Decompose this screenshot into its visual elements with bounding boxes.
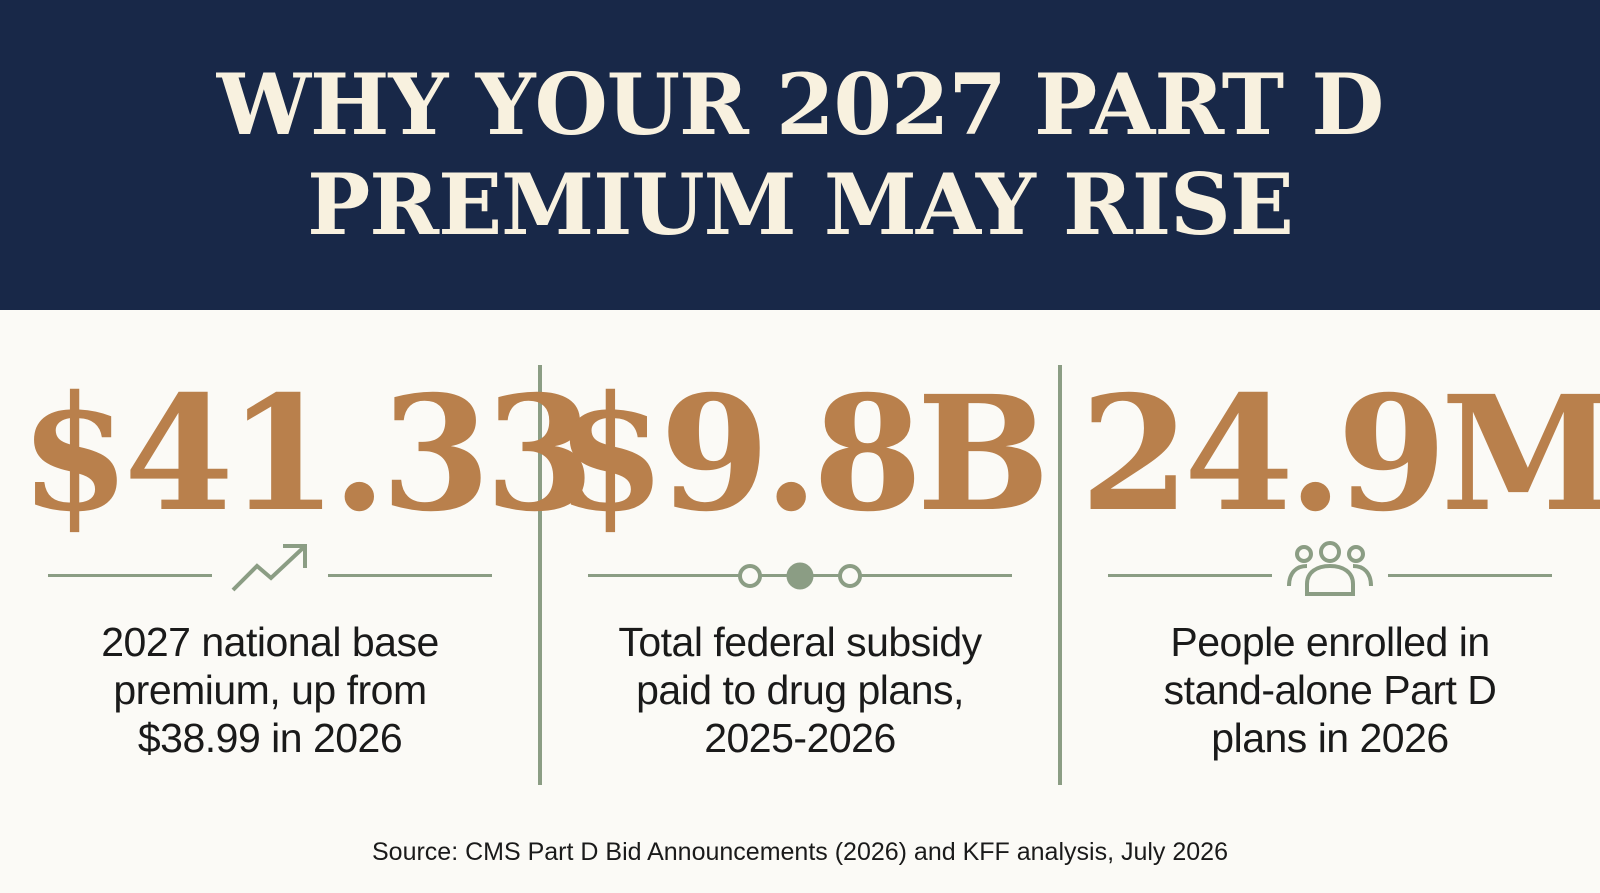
stat-description-line: premium, up from: [113, 667, 427, 713]
rule-right: [328, 574, 492, 577]
rule-left: [1108, 574, 1272, 577]
rule-left: [48, 574, 212, 577]
stat-value: $41.33: [20, 362, 595, 547]
rule-right: [1388, 574, 1552, 577]
stat-description-line: paid to drug plans,: [636, 667, 964, 713]
stat-description: Total federal subsidy paid to drug plans…: [550, 618, 1050, 762]
stat-description: People enrolled in stand-alone Part D pl…: [1080, 618, 1580, 762]
column-divider-1: [538, 365, 542, 785]
stat-federal-subsidy: $9.8B Total federal subsidy paid to drug…: [550, 360, 1050, 780]
trending-up-icon: [231, 544, 307, 592]
stat-description: 2027 national base premium, up from $38.…: [20, 618, 520, 762]
stat-description-line: 2027 national base: [101, 619, 439, 665]
timeline-dots-icon: [738, 562, 862, 590]
stat-description-line: Total federal subsidy: [618, 619, 982, 665]
stat-value: 24.9M: [1080, 362, 1600, 547]
stat-description-line: stand-alone Part D: [1163, 667, 1497, 713]
stat-description-line: 2025-2026: [704, 715, 896, 761]
title-line-2: PREMIUM MAY RISE: [307, 155, 1294, 254]
people-group-icon: [1287, 541, 1373, 596]
title-line-1: WHY YOUR 2027 PART D: [216, 55, 1385, 154]
stat-value: $9.8B: [555, 362, 1050, 547]
stat-base-premium: $41.33 2027 national base premium, up fr…: [20, 360, 595, 780]
title-banner: WHY YOUR 2027 PART D PREMIUM MAY RISE: [0, 0, 1600, 310]
column-divider-2: [1058, 365, 1062, 785]
stat-enrollment: 24.9M People enrolled in stand-alone Par…: [1080, 360, 1600, 780]
stat-description-line: plans in 2026: [1211, 715, 1449, 761]
stat-description-line: People enrolled in: [1170, 619, 1490, 665]
stat-description-line: $38.99 in 2026: [137, 715, 403, 761]
source-note: Source: CMS Part D Bid Announcements (20…: [372, 838, 1228, 866]
